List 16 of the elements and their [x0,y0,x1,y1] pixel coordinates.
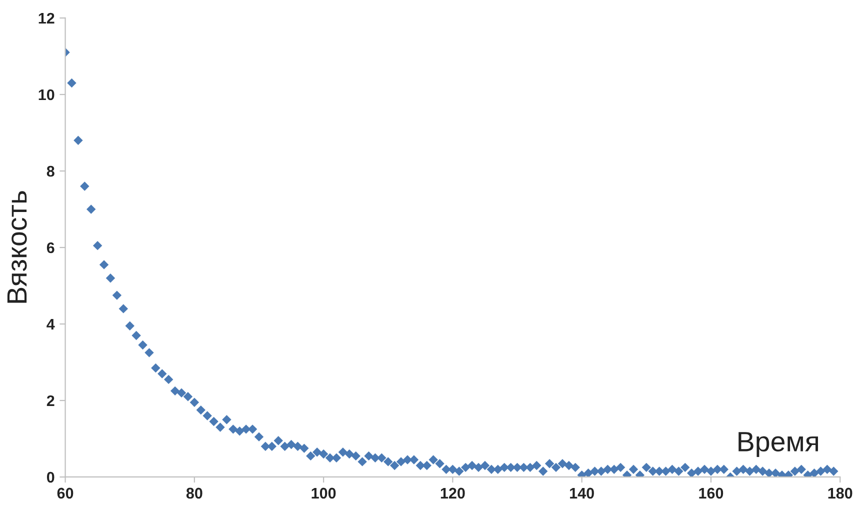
x-tick-label: 180 [828,488,852,499]
y-tick-label: 10 [38,89,54,100]
y-axis-title: Вязкость [7,191,27,303]
y-tick-label: 8 [46,166,54,177]
x-tick-label: 140 [570,488,594,499]
y-tick-label: 2 [46,395,54,406]
y-tick-label: 6 [46,242,54,254]
x-tick-label: 80 [186,488,202,499]
y-tick-label: 4 [46,319,55,330]
x-tick-label: 60 [57,488,74,499]
x-tick-label: 120 [440,488,465,499]
y-tick-label: 0 [46,472,54,483]
x-tick-label: 100 [312,488,336,499]
y-tick-label: 12 [38,12,54,24]
x-tick-label: 160 [699,488,724,499]
x-axis-title: Время [738,432,818,457]
